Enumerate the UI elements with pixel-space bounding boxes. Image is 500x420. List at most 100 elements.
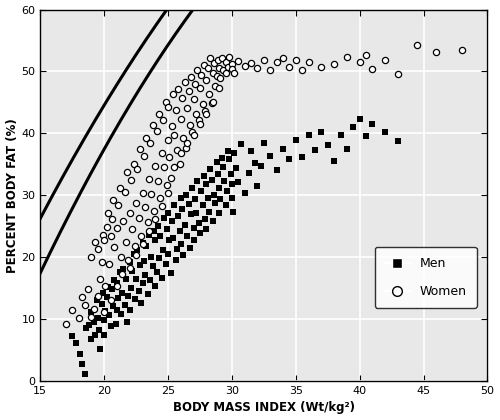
Point [82, 325, 90, 332]
Point [172, 107, 179, 113]
Point [148, 263, 156, 270]
Point [164, 103, 172, 110]
Point [356, 116, 364, 123]
Point [212, 73, 220, 80]
Point [219, 163, 227, 170]
Point [102, 294, 110, 300]
Point [100, 317, 108, 324]
Point [304, 58, 312, 65]
Point [188, 129, 196, 136]
Point [228, 60, 236, 67]
Point [368, 66, 376, 72]
Point [247, 148, 255, 155]
Point [117, 310, 125, 317]
Point [162, 98, 170, 105]
Point [72, 340, 80, 346]
Point [160, 164, 168, 171]
Point [138, 241, 146, 247]
Point [94, 292, 102, 299]
Point [244, 170, 252, 176]
Point [154, 222, 162, 229]
Point [184, 201, 192, 207]
Point [158, 203, 166, 210]
Point [362, 51, 370, 58]
Point [198, 72, 205, 79]
Point [106, 297, 114, 303]
Point [186, 122, 194, 129]
Point [260, 140, 268, 147]
Point [146, 139, 154, 146]
Point [114, 202, 122, 209]
Point [194, 67, 202, 74]
Point [120, 302, 128, 308]
Point [126, 265, 134, 272]
Point [126, 259, 134, 265]
Point [180, 135, 188, 142]
Point [222, 70, 230, 77]
Point [191, 196, 199, 202]
Point [116, 269, 124, 276]
Point [212, 83, 220, 90]
Point [194, 219, 202, 226]
Point [224, 147, 232, 154]
Point [144, 218, 152, 225]
Point [81, 370, 89, 377]
Point [292, 56, 300, 63]
Point [208, 100, 216, 106]
Point [134, 166, 141, 173]
Point [198, 100, 206, 107]
Point [150, 228, 158, 234]
Point [102, 283, 110, 290]
Point [190, 225, 198, 231]
Point [247, 60, 255, 67]
Point [196, 121, 204, 127]
Point [137, 299, 145, 306]
Point [109, 303, 117, 310]
Y-axis label: PERCENT BODY FAT (%): PERCENT BODY FAT (%) [6, 118, 18, 273]
Point [304, 132, 312, 139]
Point [343, 54, 351, 60]
Point [226, 156, 234, 163]
Point [298, 154, 306, 160]
Point [78, 294, 86, 301]
Point [219, 66, 227, 73]
Point [228, 181, 236, 187]
Point [100, 331, 108, 338]
Point [173, 245, 181, 252]
Point [166, 236, 173, 243]
Point [92, 239, 100, 246]
Point [124, 292, 132, 299]
Point [128, 226, 136, 232]
Point [394, 138, 402, 145]
Point [381, 57, 389, 64]
Point [138, 239, 146, 246]
Point [100, 308, 108, 315]
Point [99, 231, 107, 238]
Point [76, 351, 84, 358]
Point [85, 321, 93, 328]
Point [120, 218, 128, 225]
Point [356, 59, 364, 66]
Point [183, 233, 191, 239]
Point [176, 227, 184, 234]
Point [298, 66, 306, 73]
Point [229, 209, 237, 215]
Point [174, 213, 182, 219]
Point [224, 63, 232, 70]
Point [254, 64, 262, 71]
Point [162, 261, 170, 268]
Point [216, 75, 224, 81]
Point [212, 200, 220, 207]
Point [152, 216, 160, 223]
Point [114, 295, 122, 302]
Point [106, 311, 114, 318]
Point [102, 308, 110, 315]
Point [136, 146, 144, 153]
Point [141, 204, 149, 210]
Point [99, 290, 107, 297]
Point [216, 196, 224, 202]
Point [226, 170, 234, 177]
Point [234, 58, 242, 64]
Point [109, 196, 117, 203]
Point [113, 280, 121, 286]
